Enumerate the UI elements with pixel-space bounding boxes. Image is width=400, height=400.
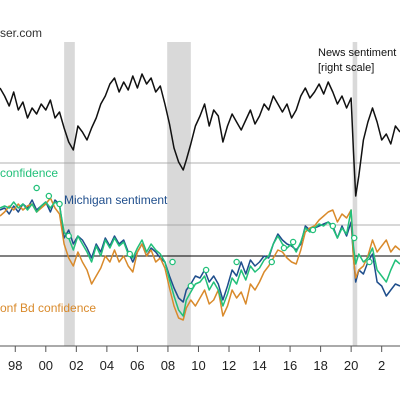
x-tick-label-0: 98 bbox=[8, 358, 22, 373]
annotation-confidence: confidence bbox=[0, 166, 58, 180]
marker-0-7 bbox=[202, 266, 210, 274]
x-tick-label-4: 06 bbox=[130, 358, 144, 373]
marker-0-3 bbox=[65, 232, 72, 240]
recession-band-1 bbox=[167, 42, 191, 346]
x-tick-label-9: 16 bbox=[283, 358, 297, 373]
marker-0-1 bbox=[45, 192, 53, 200]
grid-lines bbox=[0, 162, 400, 347]
x-tick-label-10: 18 bbox=[313, 358, 327, 373]
marker-0-12 bbox=[309, 226, 317, 234]
marker-0-14 bbox=[350, 234, 358, 242]
annotation-news-subtitle: [right scale] bbox=[318, 62, 374, 74]
series-lines bbox=[0, 73, 400, 321]
series-markers bbox=[33, 184, 373, 290]
recession-band-0 bbox=[64, 42, 75, 346]
marker-0-0 bbox=[33, 184, 40, 192]
x-tick-label-7: 12 bbox=[222, 358, 236, 373]
marker-0-10 bbox=[280, 244, 288, 252]
marker-0-5 bbox=[169, 258, 176, 266]
marker-0-4 bbox=[126, 250, 134, 258]
marker-0-9 bbox=[268, 258, 276, 266]
series-line-0 bbox=[0, 73, 400, 197]
marker-0-13 bbox=[329, 222, 337, 230]
x-axis-ticks: 98 00 02 04 06 08 10 12 14 16 18 20 2 bbox=[8, 346, 385, 373]
series-line-2 bbox=[0, 197, 400, 321]
x-tick-label-5: 08 bbox=[161, 358, 175, 373]
x-tick-label-12: 2 bbox=[378, 358, 385, 373]
marker-0-8 bbox=[233, 258, 240, 266]
x-tick-label-8: 14 bbox=[252, 358, 266, 373]
marker-0-11 bbox=[289, 238, 297, 246]
marker-0-2 bbox=[56, 200, 63, 208]
marker-0-15 bbox=[366, 258, 373, 266]
x-tick-label-1: 00 bbox=[39, 358, 53, 373]
annotation-conf-bd: onf Bd confidence bbox=[0, 301, 96, 315]
annotation-michigan: Michigan sentiment bbox=[64, 193, 168, 207]
x-tick-label-11: 20 bbox=[344, 358, 358, 373]
marker-0-6 bbox=[187, 282, 195, 290]
x-tick-label-2: 02 bbox=[69, 358, 83, 373]
x-tick-label-6: 10 bbox=[191, 358, 205, 373]
source-text: ser.com bbox=[0, 26, 42, 40]
annotation-news-title: News sentiment bbox=[318, 47, 396, 59]
x-tick-label-3: 04 bbox=[100, 358, 114, 373]
